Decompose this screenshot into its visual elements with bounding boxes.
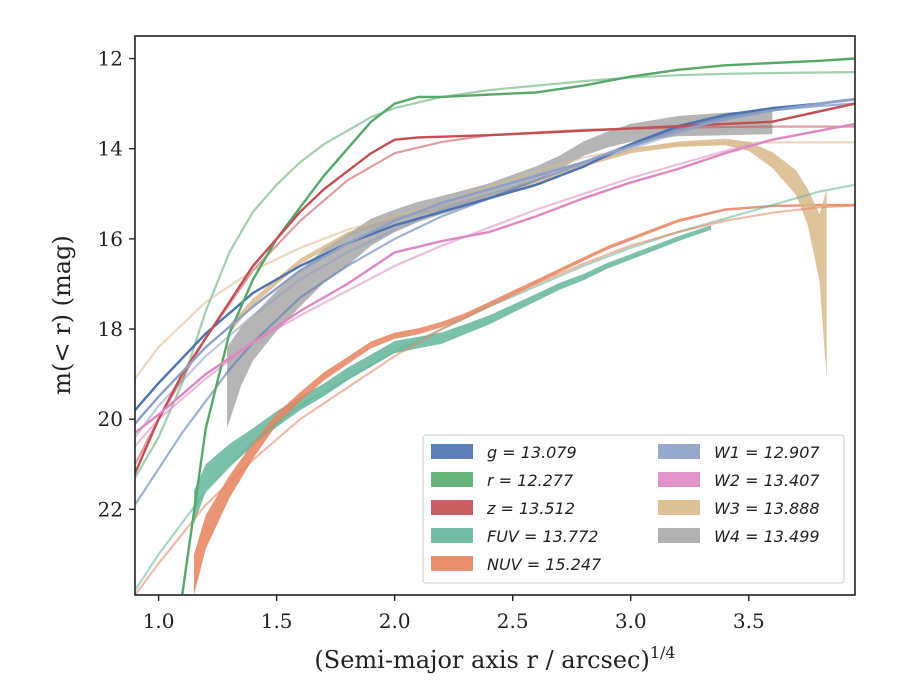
legend-swatch-w2 xyxy=(658,472,700,487)
x-tick-label: 3.0 xyxy=(615,609,647,633)
x-tick-label: 1.0 xyxy=(143,609,175,633)
legend-label-w4: W4 = 13.499 xyxy=(714,527,820,546)
w4-band xyxy=(227,109,773,429)
y-tick-label: 18 xyxy=(98,317,123,341)
z-model-curve xyxy=(135,125,855,465)
legend-label-w3: W3 = 13.888 xyxy=(714,499,820,518)
legend-label-g: g = 13.079 xyxy=(487,443,577,462)
legend-label-r: r = 12.277 xyxy=(487,471,574,490)
x-tick-label: 2.5 xyxy=(497,609,529,633)
legend-swatch-w1 xyxy=(658,444,700,459)
x-tick-label: 2.0 xyxy=(379,609,411,633)
legend-label-w1: W1 = 12.907 xyxy=(714,443,820,462)
legend-label-w2: W2 = 13.407 xyxy=(714,471,820,490)
y-tick-label: 12 xyxy=(98,47,123,71)
legend-label-nuv: NUV = 15.247 xyxy=(487,555,602,574)
w2-data-curve xyxy=(135,122,855,434)
w2-model-curve xyxy=(135,122,855,447)
legend-swatch-fuv xyxy=(431,528,473,543)
y-tick-label: 22 xyxy=(98,497,123,521)
data-curves xyxy=(135,57,855,595)
x-axis-ticks: 1.0 1.5 2.0 2.5 3.0 3.5 xyxy=(143,595,765,633)
legend-swatch-g xyxy=(431,444,473,459)
y-axis-ticks: 12 14 16 18 20 22 xyxy=(98,47,135,521)
legend-swatch-w4 xyxy=(658,528,700,543)
legend: g = 13.079 r = 12.277 z = 13.512 FUV = 13.7… xyxy=(422,434,845,584)
y-tick-label: 20 xyxy=(98,407,123,431)
legend-swatch-w3 xyxy=(658,500,700,515)
g-data-curve xyxy=(135,97,855,411)
x-tick-label: 3.5 xyxy=(733,609,765,633)
legend-swatch-nuv xyxy=(431,556,473,571)
z-data-curve xyxy=(135,102,855,474)
x-axis-label: (Semi-major axis r / arcsec)1/4 xyxy=(314,643,675,674)
r-data-curve xyxy=(181,57,855,595)
legend-label-fuv: FUV = 13.772 xyxy=(487,527,598,546)
y-axis-label: m(< r) (mag) xyxy=(48,235,76,394)
g-model-curve xyxy=(135,102,855,506)
w3-model-curve xyxy=(135,141,855,380)
nuv-model-curve xyxy=(135,204,855,595)
legend-box xyxy=(422,434,845,584)
y-tick-label: 14 xyxy=(98,137,123,161)
w1-data-curve xyxy=(135,97,855,425)
legend-label-z: z = 13.512 xyxy=(486,499,575,518)
legend-swatch-r xyxy=(431,472,473,487)
legend-swatch-z xyxy=(431,500,473,515)
w1-model-curve xyxy=(135,98,855,438)
x-tick-label: 1.5 xyxy=(261,609,293,633)
plot-frame xyxy=(134,35,856,596)
y-tick-label: 16 xyxy=(98,227,123,251)
